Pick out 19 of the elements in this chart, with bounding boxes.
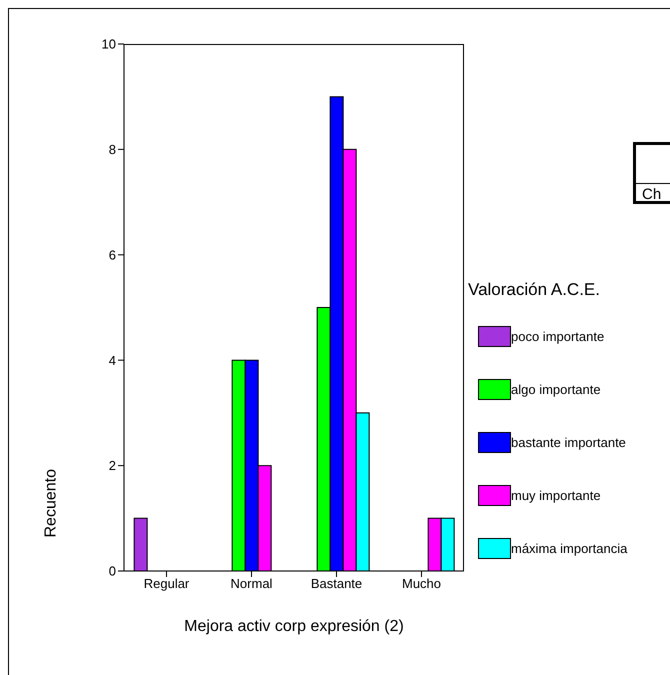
legend-label: máxima importancia [511, 541, 628, 556]
y-tick-label: 4 [108, 352, 116, 368]
text: Ch [642, 186, 662, 203]
y-tick-label: 0 [108, 564, 116, 579]
x-tick-label: Mucho [402, 576, 442, 592]
x-tick-label: Normal [230, 576, 273, 592]
legend-label: muy importante [511, 488, 601, 503]
legend-label: algo importante [511, 382, 601, 397]
x-tick-label: Regular [144, 576, 190, 592]
legend-label: bastante importante [511, 435, 626, 450]
y-tick-label: 8 [108, 142, 116, 158]
y-tick-label: 10 [102, 36, 116, 52]
legend-title: Valoración A.C.E. [468, 280, 601, 300]
x-axis-title: Mejora activ corp expresión (2) [184, 618, 404, 635]
x-tick-label: Bastante [310, 576, 362, 592]
y-axis-title: Recuento [42, 468, 60, 538]
y-tick-label: 2 [108, 458, 116, 474]
y-tick-label: 6 [108, 247, 116, 262]
legend-label: poco importante [511, 329, 604, 344]
